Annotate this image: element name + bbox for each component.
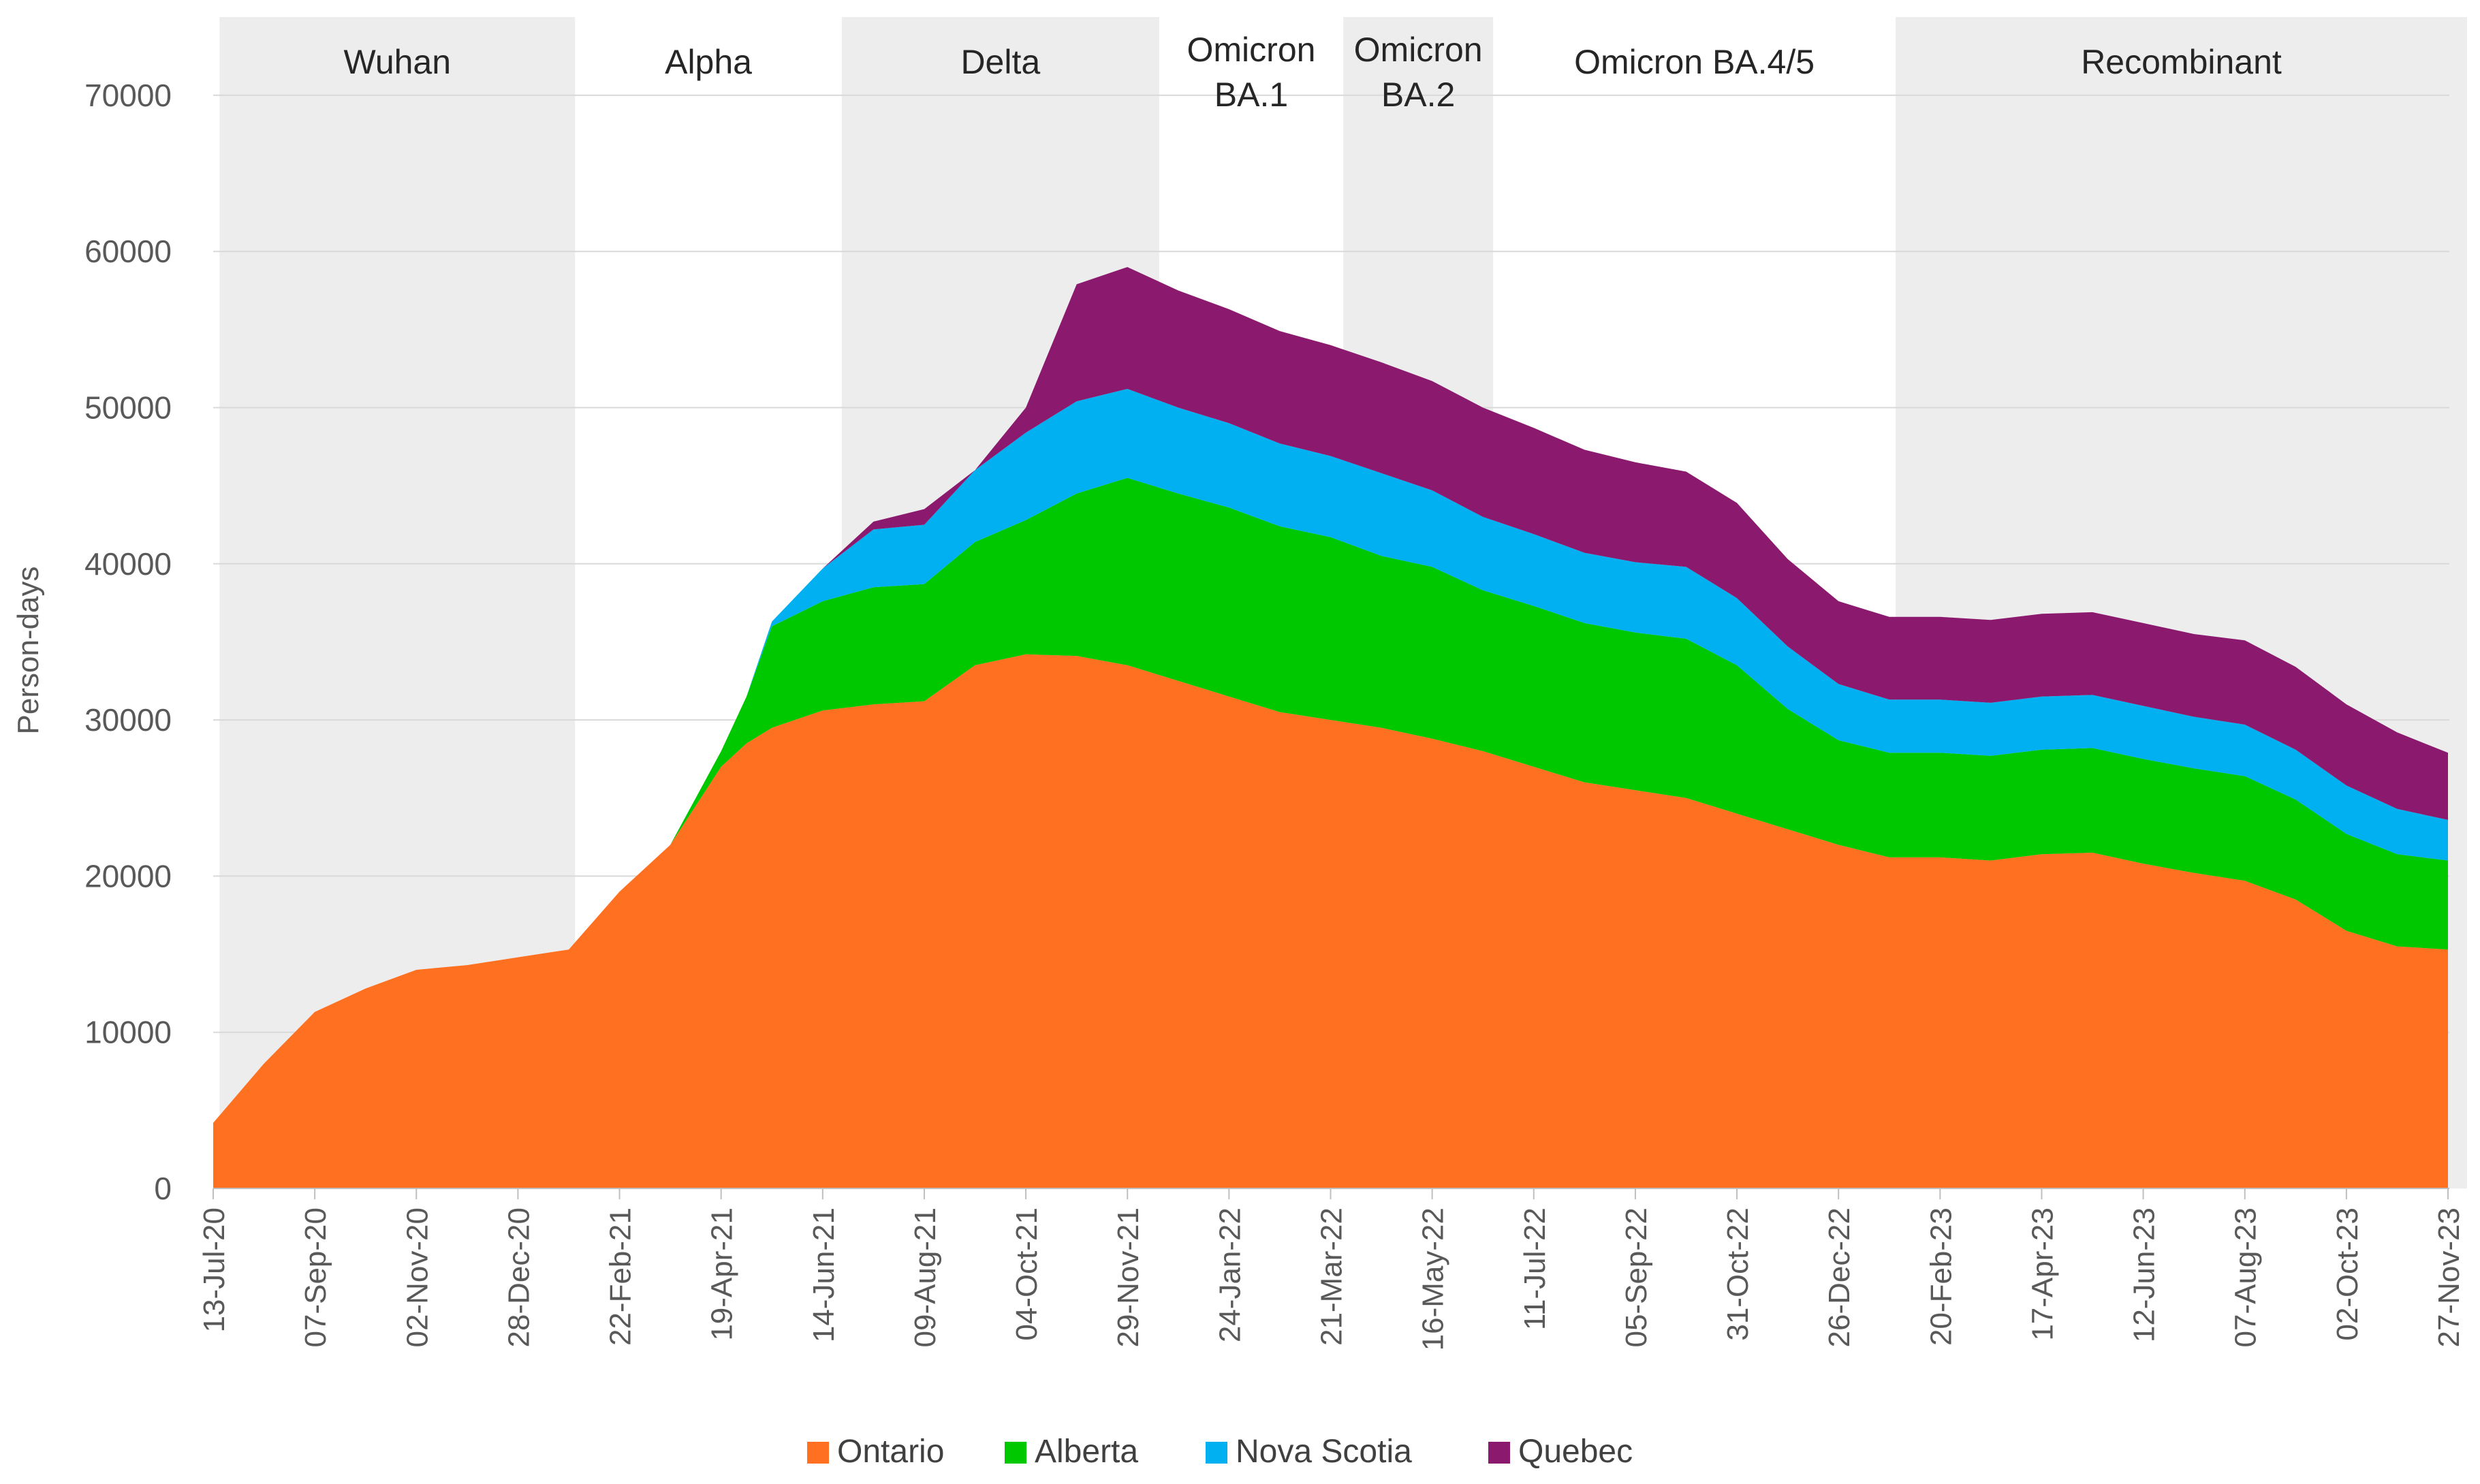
x-tick-label: 12-Jun-23 [2128,1207,2161,1342]
legend-item-alberta: Alberta [1005,1434,1138,1470]
area-quebec [213,267,2448,1123]
y-tick-label-0: 0 [154,1171,172,1206]
legend-item-quebec: Quebec [1488,1434,1633,1470]
era-label-2: Delta [960,43,1040,81]
y-axis-ticks: 0 10000 20000 30000 40000 50000 60000 70000 [84,78,172,1206]
y-tick-label-50000: 50000 [84,390,172,426]
x-tick-label: 07-Aug-23 [2229,1207,2263,1347]
era-label-5: Omicron BA.4/5 [1574,43,1815,81]
y-tick-label-70000: 70000 [84,78,172,113]
x-tick-label: 16-May-22 [1417,1207,1450,1351]
era-label-1: Alpha [665,43,752,81]
x-tick-label: 22-Feb-21 [604,1207,638,1346]
era-label-3-line0: Omicron [1187,31,1316,69]
legend-label: Alberta [1035,1434,1138,1470]
x-tick-label: 27-Nov-23 [2432,1207,2466,1347]
legend-item-ontario: Ontario [807,1434,944,1470]
x-tick-label: 05-Sep-22 [1620,1207,1653,1347]
x-tick-label: 04-Oct-21 [1010,1207,1043,1341]
x-tick-label: 09-Aug-21 [909,1207,942,1347]
legend-label: Quebec [1518,1434,1633,1470]
x-tick-label: 02-Oct-23 [2331,1207,2364,1341]
y-tick-label-40000: 40000 [84,546,172,582]
era-label-4-line1: BA.2 [1381,76,1455,114]
legend-swatch [1005,1442,1026,1464]
x-tick-label: 29-Nov-21 [1112,1207,1145,1347]
x-tick-label: 24-Jan-22 [1213,1207,1246,1342]
legend: Ontario Alberta Nova Scotia Quebec [807,1434,1633,1470]
area-nova-scotia [213,389,2448,1123]
y-tick-label-30000: 30000 [84,702,172,738]
legend-swatch [1488,1442,1510,1464]
y-tick-label-20000: 20000 [84,858,172,894]
area-series [213,267,2448,1188]
legend-label: Ontario [837,1434,944,1470]
x-tick-label: 07-Sep-20 [299,1207,332,1347]
area-alberta [213,477,2448,1123]
x-tick-label: 20-Feb-23 [1924,1207,1958,1346]
x-tick-label: 21-Mar-22 [1315,1207,1349,1346]
x-tick-label: 14-Jun-21 [807,1207,841,1342]
area-ontario [213,654,2448,1188]
x-tick-label: 28-Dec-20 [502,1207,535,1347]
x-tick-label: 19-Apr-21 [706,1207,739,1341]
y-tick-label-10000: 10000 [84,1015,172,1050]
y-tick-label-60000: 60000 [84,234,172,269]
y-axis-title: Person-days [12,566,45,734]
x-axis-ticks: 13-Jul-20 07-Sep-20 02-Nov-20 28-Dec-20 22-F… [198,1188,2466,1351]
legend-swatch [1206,1442,1227,1464]
x-tick-label: 02-Nov-20 [401,1207,434,1347]
era-label-0: Wuhan [344,43,452,81]
x-tick-label: 31-Oct-22 [1721,1207,1755,1341]
era-labels: Wuhan Alpha Delta Omicron BA.1 Omicron BA.2 Omi… [344,31,2282,114]
era-label-4-line0: Omicron [1354,31,1483,69]
legend-label: Nova Scotia [1236,1434,1412,1470]
x-tick-label: 11-Jul-22 [1518,1207,1552,1330]
x-tick-label: 13-Jul-20 [198,1207,231,1332]
era-label-6: Recombinant [2081,43,2282,81]
x-tick-label: 17-Apr-23 [2026,1207,2059,1341]
era-label-3-line1: BA.1 [1214,76,1288,114]
x-tick-label: 26-Dec-22 [1823,1207,1856,1347]
legend-swatch [807,1442,829,1464]
legend-item-nova-scotia: Nova Scotia [1206,1434,1412,1470]
